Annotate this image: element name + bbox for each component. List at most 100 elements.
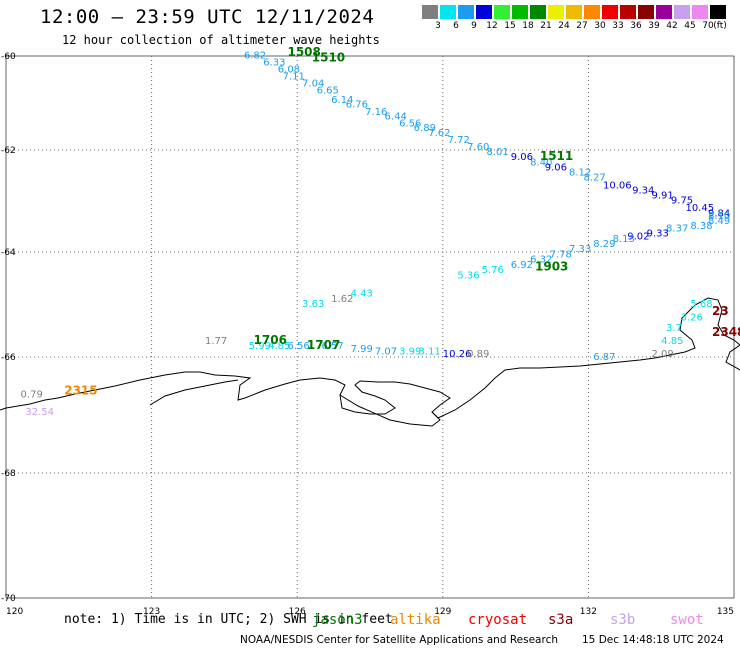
wave-height-value: 7.99: [351, 344, 373, 355]
wave-height-value: 9.06: [545, 162, 567, 173]
legend-swatch: [584, 5, 600, 19]
coastline-path-west: [0, 407, 7, 411]
wave-height-value: 4.85: [661, 336, 683, 347]
wave-height-value: 8.38: [690, 221, 712, 232]
coastline: [0, 297, 740, 427]
wave-height-value: 9.33: [647, 229, 669, 240]
wave-height-value: 7.33: [569, 244, 591, 255]
pass-time-label: 23: [712, 304, 729, 318]
satellite-legend-item: altika: [390, 612, 441, 628]
wave-height-value: 6.56: [287, 341, 309, 352]
legend-swatch: [548, 5, 564, 19]
legend-label: 9: [471, 21, 477, 31]
wave-height-value: 7.60: [467, 142, 489, 153]
wave-height-value: 6.33: [263, 57, 285, 68]
legend-swatch: [710, 5, 726, 19]
footer-note: note: 1) Time is in UTC; 2) SWH is in fe…: [64, 612, 393, 627]
wave-height-value: 6.76: [346, 100, 368, 111]
legend-label: 27: [576, 21, 588, 31]
lon-tick-label: 123: [143, 607, 160, 617]
wave-height-value: 3.11: [419, 346, 441, 357]
wave-height-value: 32.54: [25, 407, 54, 418]
lat-tick-label: -70: [1, 594, 16, 604]
legend-swatch: [422, 5, 438, 19]
wave-height-value: 7.78: [550, 249, 572, 260]
wave-height-value: 9.06: [511, 152, 533, 163]
wave-height-value: 10.06: [603, 180, 632, 191]
satellite-legend-item: s3b: [610, 612, 636, 628]
legend-label: 24: [558, 21, 570, 31]
footer-credit: NOAA/NESDIS Center for Satellite Applica…: [240, 634, 558, 646]
legend-label: 33: [612, 21, 624, 31]
wave-height-labels: 6.826.336.087.117.046.656.146.767.166.44…: [21, 50, 731, 418]
wave-height-value: 6.44: [385, 111, 407, 122]
legend-label: 39: [648, 21, 660, 31]
coastline-path: [5, 297, 740, 419]
legend-label: 21: [540, 21, 552, 31]
legend-swatch: [440, 5, 456, 19]
legend-label: 18: [522, 21, 534, 31]
pass-time-label: 1903: [535, 259, 568, 273]
wave-height-value: 5.36: [457, 270, 479, 281]
legend-swatch: [566, 5, 582, 19]
wave-height-value: 1.77: [205, 336, 227, 347]
wave-height-value: 6.08: [278, 64, 300, 75]
legend-swatch: [476, 5, 492, 19]
legend-unit: (ft): [713, 21, 727, 31]
wave-height-value: 4.43: [351, 289, 373, 300]
footer-timestamp: 15 Dec 14:48:18 UTC 2024: [582, 634, 724, 646]
lat-tick-label: -64: [1, 248, 16, 258]
wave-height-value: 3.63: [302, 299, 324, 310]
lat-tick-label: -68: [1, 469, 16, 479]
pass-time-label: 1510: [312, 51, 345, 65]
wave-height-value: 10.45: [685, 203, 714, 214]
legend-swatch: [638, 5, 654, 19]
lat-tick-label: -66: [1, 353, 16, 363]
wave-height-value: 8.49: [708, 216, 730, 227]
wave-height-value: 7.72: [448, 135, 470, 146]
wave-height-value: 2.09: [651, 349, 673, 360]
legend-swatch: [674, 5, 690, 19]
wave-height-value: 5.99: [249, 341, 271, 352]
wave-height-value: 6.32: [530, 255, 552, 266]
legend-swatch: [620, 5, 636, 19]
wave-height-value: 6.87: [593, 352, 615, 363]
wave-height-value: 6.14: [331, 95, 353, 106]
wave-height-value: 5.68: [690, 299, 712, 310]
satellite-legend-item: swot: [670, 612, 704, 628]
wave-height-value: 10.26: [443, 349, 472, 360]
wave-height-value: 7.16: [365, 107, 387, 118]
legend-label: 30: [594, 21, 606, 31]
wave-height-value: 3.26: [681, 312, 703, 323]
wave-height-value: 9.02: [627, 231, 649, 242]
lon-tick-label: 120: [6, 607, 23, 617]
wave-height-value: 8.01: [486, 147, 508, 158]
map-subtitle: 12 hour collection of altimeter wave hei…: [62, 33, 380, 47]
wave-height-value: 5.76: [482, 265, 504, 276]
wave-height-value: 1.62: [331, 294, 353, 305]
map-frame: [5, 55, 735, 599]
legend-swatch: [494, 5, 510, 19]
lon-tick-label: 132: [580, 607, 597, 617]
pass-time-label: 1706: [254, 333, 287, 347]
lat-tick-label: -62: [1, 146, 16, 156]
legend-label: 15: [504, 21, 516, 31]
lon-tick-label: 126: [289, 607, 306, 617]
legend-swatch: [602, 5, 618, 19]
pass-time-label: 1511: [540, 149, 573, 163]
legend-label: 42: [666, 21, 678, 31]
wave-height-value: 8.37: [666, 224, 688, 235]
wave-height-value: 6.89: [414, 123, 436, 134]
wave-height-value: 6.92: [511, 260, 533, 271]
legend-swatch: [692, 5, 708, 19]
wave-height-value: 3.7: [666, 323, 682, 334]
wave-height-value: 7.11: [283, 72, 305, 83]
map-title: 12:00 — 23:59 UTC 12/11/2024: [40, 6, 375, 28]
wave-height-value: 8.13: [613, 234, 635, 245]
wave-height-value: 9.84: [708, 208, 730, 219]
wave-height-value: 7.62: [428, 128, 450, 139]
legend-label: 36: [630, 21, 642, 31]
legend-label: 12: [486, 21, 498, 31]
